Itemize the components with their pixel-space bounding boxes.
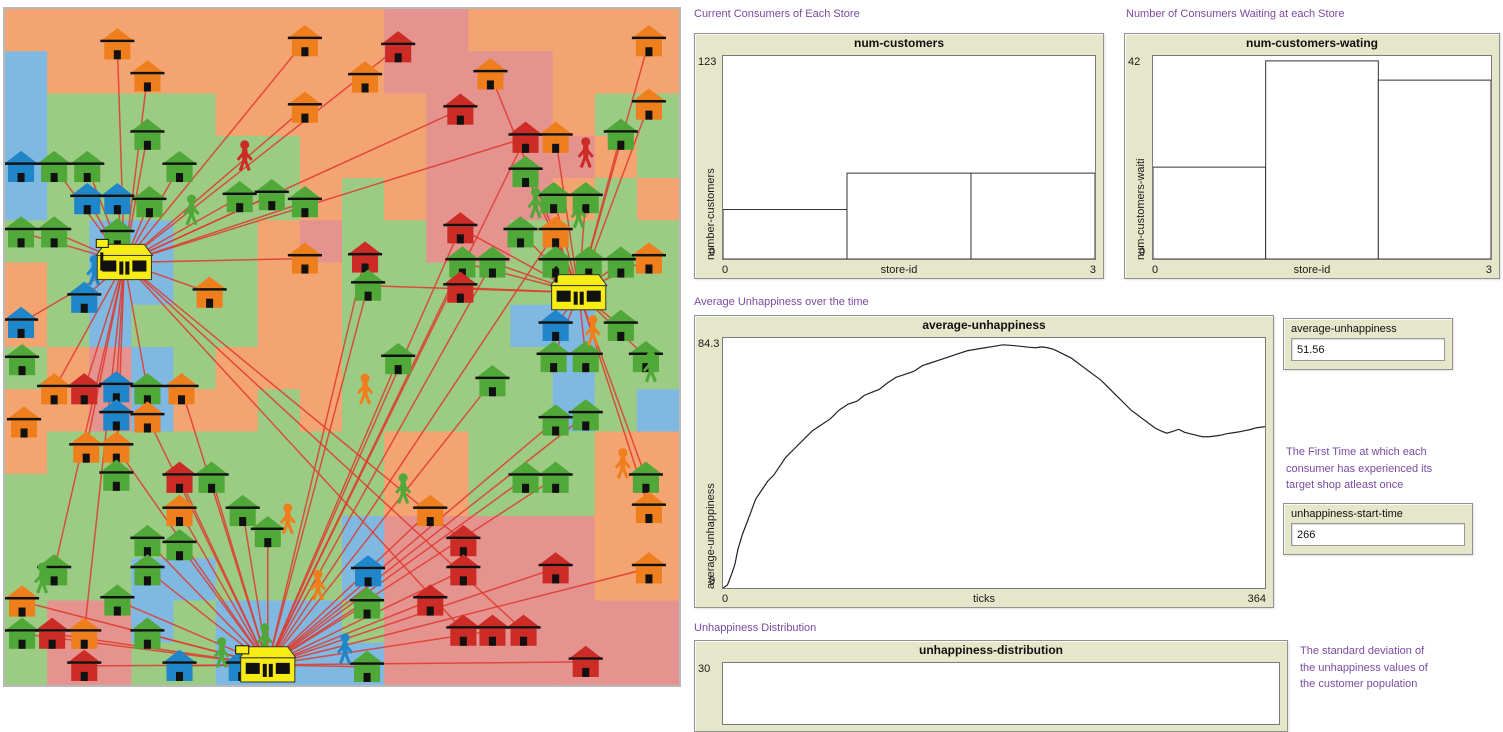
histogram-canvas <box>723 663 1279 724</box>
world-canvas[interactable] <box>5 9 679 685</box>
x-axis-name: store-id <box>880 264 918 276</box>
note-average-unhappiness: Average Unhappiness over the time <box>694 296 869 308</box>
note-waiting-consumers: Number of Consumers Waiting at each Stor… <box>1126 8 1345 20</box>
x-axis-name: ticks <box>973 593 995 605</box>
plot-area <box>722 337 1266 589</box>
y-axis-name: num-customers-waiti <box>1135 158 1147 260</box>
world-view[interactable] <box>3 7 681 687</box>
histogram-canvas <box>1153 56 1491 259</box>
x-axis-max-label: 3 <box>1485 264 1492 276</box>
plot-title: num-customers-wating <box>1245 36 1378 50</box>
plot-average-unhappiness: average-unhappiness 84.3 average-unhappi… <box>694 315 1274 608</box>
plot-num-customers: num-customers 123 number-customers 0 0 s… <box>694 33 1104 279</box>
monitor-value: 51.56 <box>1291 338 1445 361</box>
y-axis-max-label: 42 <box>1128 56 1141 68</box>
y-axis-min-label: 0 <box>709 575 716 587</box>
x-axis-max-label: 364 <box>1247 593 1266 605</box>
x-axis-min-label: 0 <box>722 593 729 605</box>
note-unhappiness-distribution: Unhappiness Distribution <box>694 622 817 634</box>
monitor-label: unhappiness-start-time <box>1291 508 1403 520</box>
netlogo-simulation-screen: { "notes": { "n1": {"text": "Current Con… <box>3 7 1500 732</box>
plot-num-customers-waiting: num-customers-wating 42 num-customers-wa… <box>1124 33 1500 279</box>
monitor-unhappiness-start-time: unhappiness-start-time 266 <box>1283 503 1473 555</box>
plot-title: average-unhappiness <box>922 318 1046 332</box>
y-axis-name: number-customers <box>705 168 717 260</box>
note-current-consumers: Current Consumers of Each Store <box>694 8 860 20</box>
y-axis-name: average-unhappiness <box>705 483 717 589</box>
y-axis-max-label: 30 <box>698 663 711 675</box>
y-axis-min-label: 0 <box>1139 246 1146 258</box>
x-axis-min-label: 0 <box>1152 264 1159 276</box>
y-axis-max-label: 84.3 <box>698 338 720 350</box>
plot-area <box>722 662 1280 725</box>
plot-unhappiness-distribution: unhappiness-distribution 30 <box>694 640 1288 732</box>
x-axis-max-label: 3 <box>1089 264 1096 276</box>
x-axis-min-label: 0 <box>722 264 729 276</box>
monitor-value-text: 266 <box>1297 528 1316 541</box>
histogram-canvas <box>723 56 1095 259</box>
plot-title: unhappiness-distribution <box>919 643 1063 657</box>
monitor-value-text: 51.56 <box>1297 343 1325 356</box>
line-chart-canvas <box>723 338 1265 588</box>
monitor-average-unhappiness: average-unhappiness 51.56 <box>1283 318 1453 370</box>
monitor-label: average-unhappiness <box>1291 323 1397 335</box>
y-axis-min-label: 0 <box>709 246 716 258</box>
plot-area <box>722 55 1096 260</box>
plot-title: num-customers <box>853 36 945 50</box>
y-axis-max-label: 123 <box>698 56 717 68</box>
plot-area <box>1152 55 1492 260</box>
note-first-time: The First Time at which each consumer ha… <box>1286 446 1433 491</box>
x-axis-name: store-id <box>1293 264 1331 276</box>
monitor-value: 266 <box>1291 523 1465 546</box>
note-standard-deviation: The standard deviation of the unhappines… <box>1300 645 1428 690</box>
